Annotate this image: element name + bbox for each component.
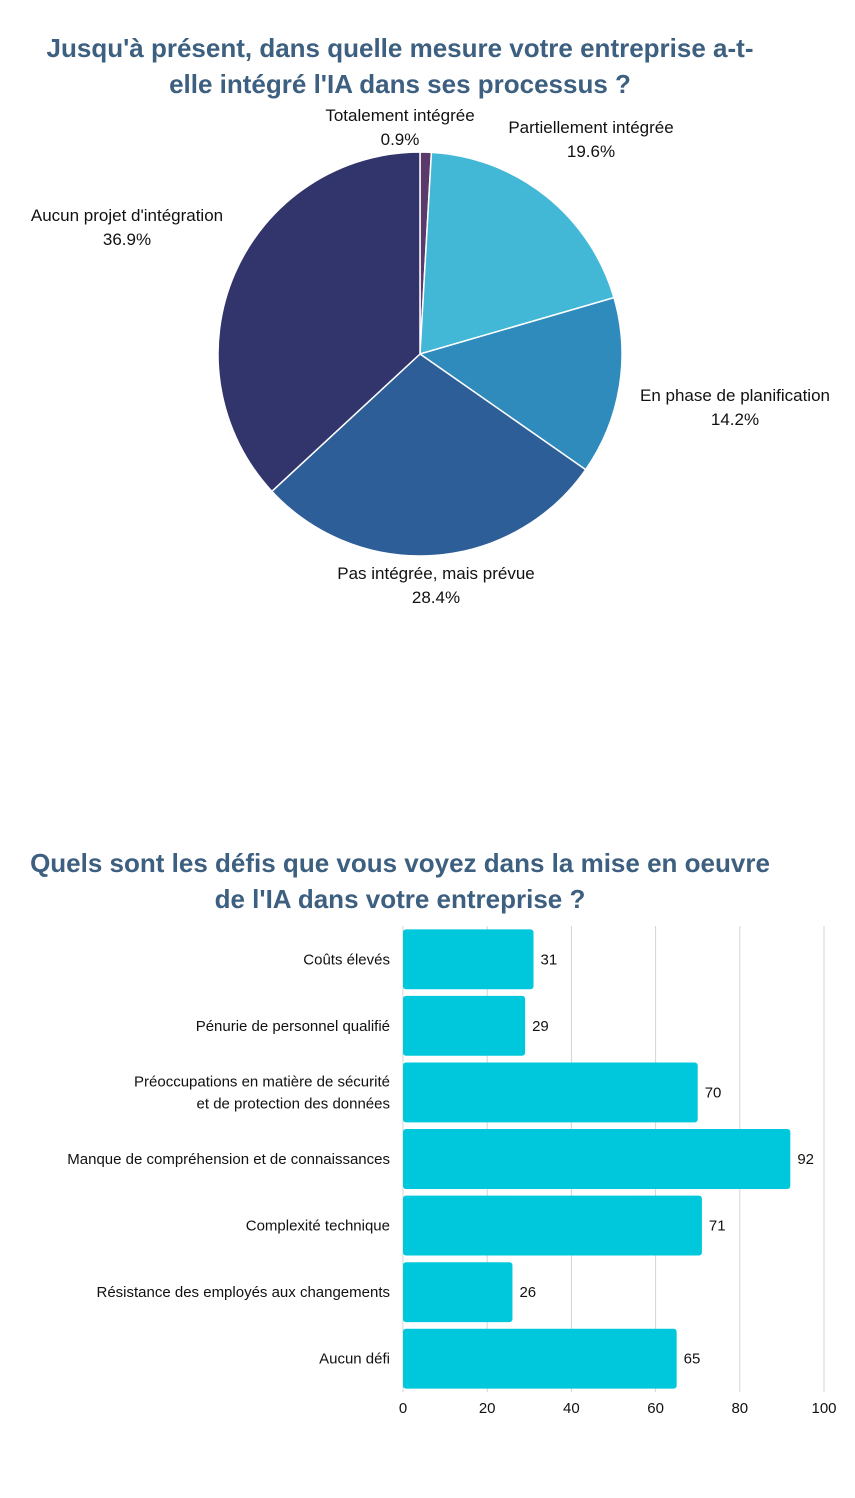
- x-tick-label: 40: [563, 1400, 580, 1417]
- pie-slice-label: Aucun projet d'intégration: [31, 206, 223, 225]
- pie-slice: [270, 353, 587, 557]
- x-tick-label: 80: [731, 1400, 748, 1417]
- bar: [403, 1062, 698, 1123]
- pie-slice-label: Partiellement intégrée: [508, 118, 673, 137]
- bar-value-label: 65: [684, 1351, 701, 1368]
- bar: [403, 929, 534, 990]
- bar-chart-title: Quels sont les défis que vous voyez dans…: [0, 845, 800, 917]
- bar-category-label: Complexité technique: [246, 1218, 390, 1235]
- pie-title-line-1: Jusqu'à présent, dans quelle mesure votr…: [46, 33, 754, 63]
- bar-category-label: Aucun défi: [319, 1351, 390, 1368]
- bar-category-label: Résistance des employés aux changements: [97, 1284, 391, 1301]
- bar: [403, 1195, 702, 1256]
- bar-value-label: 31: [541, 951, 558, 968]
- pie-slice: [419, 151, 615, 356]
- bar-title-line-2: de l'IA dans votre entreprise ?: [214, 884, 586, 914]
- bar: [403, 995, 526, 1056]
- pie-slice-value-label: 36.9%: [103, 230, 151, 249]
- bar-value-label: 70: [705, 1084, 722, 1101]
- pie-slice-label: Pas intégrée, mais prévue: [337, 564, 535, 583]
- bar-title-line-1: Quels sont les défis que vous voyez dans…: [30, 848, 770, 878]
- pie-slice-value-label: 19.6%: [567, 142, 615, 161]
- pie-slice-value-label: 28.4%: [412, 588, 460, 607]
- pie-slice: [418, 296, 623, 471]
- pie-slice-value-label: 14.2%: [711, 410, 759, 429]
- pie-slice: [217, 151, 421, 493]
- bar: [403, 1328, 677, 1389]
- x-tick-label: 100: [811, 1400, 836, 1417]
- bar: [403, 1262, 513, 1323]
- bar-category-label: Coûts élevés: [303, 951, 390, 968]
- bar-value-label: 71: [709, 1218, 726, 1235]
- bar: [403, 1129, 791, 1189]
- bar-category-label: Manque de compréhension et de connaissan…: [67, 1151, 390, 1168]
- bar-category-label: Pénurie de personnel qualifié: [196, 1018, 390, 1035]
- bar-category-label: Préoccupations en matière de sécurité: [134, 1073, 390, 1090]
- pie-title-line-2: elle intégré l'IA dans ses processus ?: [169, 69, 631, 99]
- pie-chart-title: Jusqu'à présent, dans quelle mesure votr…: [0, 30, 800, 102]
- pie-slice-label: En phase de planification: [640, 386, 830, 405]
- x-tick-label: 20: [479, 1400, 496, 1417]
- pie-slice-label: Totalement intégrée: [325, 106, 474, 125]
- bar-value-label: 92: [797, 1151, 814, 1168]
- pie-chart: Totalement intégrée 0.9% Partiellement int…: [31, 106, 830, 607]
- pie-slice-value-label: 0.9%: [381, 130, 420, 149]
- bar-value-label: 29: [532, 1018, 549, 1035]
- x-tick-label: 60: [647, 1400, 664, 1417]
- x-tick-label: 0: [399, 1400, 407, 1417]
- bar-category-label: et de protection des données: [197, 1095, 390, 1112]
- bar-value-label: 26: [519, 1284, 536, 1301]
